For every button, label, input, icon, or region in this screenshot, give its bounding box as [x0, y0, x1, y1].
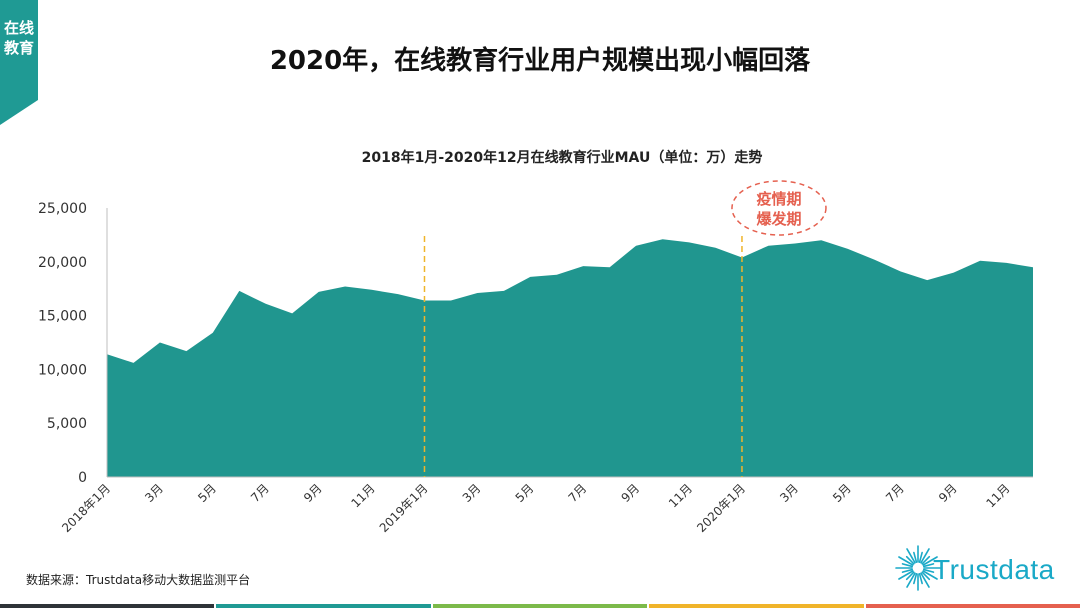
starburst-ray	[918, 572, 923, 585]
starburst-ray	[922, 568, 935, 573]
x-tick-label: 5月	[830, 481, 854, 505]
outbreak-callout-text: 疫情期	[756, 190, 801, 208]
bottom-color-bar	[0, 604, 1080, 608]
starburst-ray	[918, 551, 923, 564]
x-tick-label: 9月	[301, 481, 325, 505]
starburst-ray	[921, 571, 931, 581]
bottom-bar-segment	[216, 604, 431, 608]
x-tick-label: 11月	[666, 481, 695, 510]
x-tick-label: 3月	[777, 481, 801, 505]
y-tick-label: 15,000	[38, 309, 87, 325]
x-tick-label: 11月	[983, 481, 1012, 510]
trustdata-logo: Trustdata	[893, 538, 1073, 596]
x-tick-label: 5月	[195, 481, 219, 505]
starburst-ray	[922, 563, 935, 568]
y-tick-label: 0	[78, 470, 87, 486]
x-tick-label: 5月	[513, 481, 537, 505]
y-tick-label: 10,000	[38, 362, 87, 378]
starburst-ray	[901, 563, 914, 568]
corner-tab-label: 在线教育	[3, 19, 34, 57]
starburst-ray	[921, 555, 931, 565]
y-tick-label: 5,000	[47, 416, 87, 432]
starburst-ray	[898, 556, 914, 566]
mau-area-series	[107, 239, 1033, 477]
x-tick-label: 9月	[936, 481, 960, 505]
bottom-bar-segment	[865, 604, 1080, 608]
logo-text: Trustdata	[933, 554, 1055, 585]
x-tick-label: 9月	[618, 481, 642, 505]
data-source-note: 数据来源：Trustdata移动大数据监测平台	[26, 573, 251, 587]
starburst-ray	[913, 551, 918, 564]
bottom-bar-segment	[432, 604, 648, 608]
x-tick-label: 3月	[142, 481, 166, 505]
y-tick-label: 20,000	[38, 255, 87, 271]
chart-title: 2018年1月-2020年12月在线教育行业MAU（单位：万）走势	[361, 150, 763, 166]
x-tick-label: 11月	[349, 481, 378, 510]
starburst-ray	[905, 555, 915, 565]
x-tick-label: 2020年1月	[694, 481, 748, 535]
starburst-ray	[922, 570, 938, 580]
starburst-ray	[906, 548, 916, 564]
x-tick-label: 2019年1月	[377, 481, 431, 535]
x-tick-label: 3月	[460, 481, 484, 505]
starburst-ray	[906, 572, 916, 588]
starburst-ray	[901, 568, 914, 573]
starburst-icon	[895, 545, 941, 591]
outbreak-callout-ellipse	[731, 180, 827, 236]
starburst-ray	[898, 570, 914, 580]
corner-category-tab: 在线教育	[0, 0, 38, 125]
x-tick-label: 7月	[566, 481, 590, 505]
starburst-ray	[905, 571, 915, 581]
bottom-bar-segment	[0, 604, 215, 608]
bottom-bar-segment	[649, 604, 864, 608]
starburst-ray	[913, 572, 918, 585]
page-title: 2020年，在线教育行业用户规模出现小幅回落	[269, 46, 811, 76]
x-tick-label: 7月	[883, 481, 907, 505]
starburst-ray	[920, 548, 930, 564]
y-tick-label: 25,000	[38, 201, 87, 217]
x-tick-label: 2018年1月	[59, 481, 113, 535]
x-tick-label: 7月	[248, 481, 272, 505]
outbreak-callout-text: 爆发期	[756, 210, 801, 228]
starburst-ray	[922, 556, 938, 566]
starburst-ray	[920, 572, 930, 588]
